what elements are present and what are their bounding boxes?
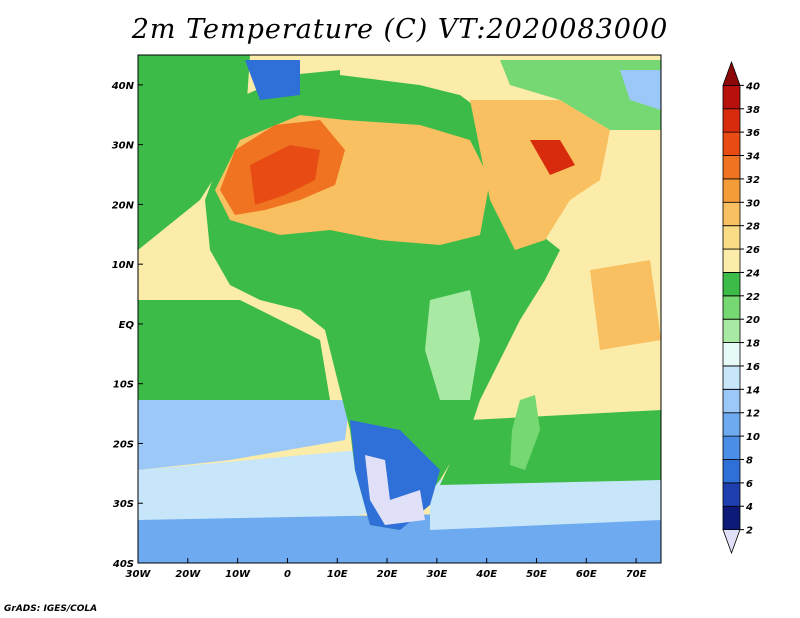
colorbar-tick-label: 8	[746, 455, 753, 466]
lon-tick-label: 30E	[426, 569, 447, 580]
lat-tick-label: 20S	[113, 439, 134, 450]
colorbar-swatch	[722, 342, 741, 367]
atlas-cool-region	[245, 60, 300, 100]
lat-tick-label: 10N	[112, 260, 135, 271]
grads-credit: GrADS: IGES/COLA	[4, 604, 98, 614]
map-frame	[137, 54, 662, 564]
south-atlantic-green-band	[138, 300, 330, 430]
colorbar-swatch	[722, 318, 741, 343]
colorbar-swatch	[722, 365, 741, 390]
lon-tick-label: 40E	[475, 569, 497, 580]
colorbar-swatch	[722, 178, 741, 203]
map-title: 2m Temperature (C) VT:2020083000	[131, 14, 669, 45]
lat-tick-label: 40N	[111, 81, 135, 92]
madagascar-land	[510, 395, 540, 470]
lat-tick-label: 20N	[112, 200, 135, 211]
lon-tick-label: 10W	[225, 569, 251, 580]
latitude-axis: 40N 30N 20N 10N EQ 10S 20S 30S 40S	[111, 81, 143, 570]
map-plot	[138, 55, 661, 563]
colorbar-tick-label: 38	[746, 105, 760, 116]
colorbar-tick-label: 40	[745, 81, 760, 92]
colorbar-swatch	[722, 272, 741, 297]
colorbar-swatch	[722, 225, 741, 250]
lat-tick-label: 30N	[112, 141, 135, 152]
lon-tick-label: 70E	[626, 569, 647, 580]
colorbar-tick-label: 6	[746, 479, 753, 490]
lat-tick-label: EQ	[119, 320, 135, 331]
colorbar-swatch	[722, 131, 741, 156]
colorbar-swatch	[722, 155, 741, 180]
colorbar-swatch	[722, 60, 741, 86]
lon-tick-label: 20E	[377, 569, 398, 580]
colorbar-tick-label: 2	[746, 526, 753, 537]
lon-tick-label: 50E	[526, 569, 547, 580]
lon-tick-label: 30W	[126, 569, 152, 580]
west-sahara-hottest-region	[250, 145, 320, 205]
colorbar-swatch	[722, 505, 741, 531]
atlantic-warm-band	[138, 55, 250, 250]
colorbar-tick-label: 18	[746, 339, 760, 350]
colorbar-tick-label: 36	[746, 128, 760, 139]
colorbar-tick-label: 4	[745, 502, 753, 513]
middle-east-region	[500, 60, 661, 130]
colorbar-tick-label: 16	[746, 362, 760, 373]
colorbar-swatch	[722, 201, 741, 227]
arabia-warm-region	[470, 100, 610, 250]
south-atlantic-cold-band	[138, 450, 380, 530]
persian-gulf-hot-region	[530, 140, 575, 175]
longitude-axis: 30W 20W 10W 0 10E 20E 30E 40E 50E 60E 70E	[126, 558, 647, 580]
colorbar-swatch	[722, 529, 741, 555]
lon-tick-label: 0	[284, 569, 291, 580]
colorbar-tick-label: 20	[746, 315, 760, 326]
colorbar-swatch	[722, 295, 741, 320]
south-indian-cold-band	[430, 470, 661, 530]
colorbar-tick-label: 24	[746, 268, 760, 279]
colorbar-swatch	[722, 84, 741, 110]
colorbar-tick-label: 10	[746, 432, 760, 443]
lon-tick-label: 10E	[327, 569, 348, 580]
colorbar-tick-label: 14	[746, 385, 760, 396]
colorbar-tick-label: 22	[746, 292, 760, 303]
colorbar-swatch	[722, 388, 741, 414]
colorbar-swatch	[722, 248, 741, 273]
colorbar-tick-label: 30	[746, 198, 760, 209]
lat-tick-label: 30S	[113, 499, 134, 510]
colorbar-tick-label: 32	[746, 175, 760, 186]
lon-tick-label: 20W	[175, 569, 201, 580]
east-africa-highlands	[425, 290, 480, 400]
iran-highland-cool-region	[620, 70, 661, 110]
southern-africa-coldest-region	[365, 455, 425, 525]
colorbar-tick-label: 34	[746, 152, 760, 163]
colorbar-swatch	[722, 459, 741, 484]
colorbar-swatch	[722, 412, 741, 437]
south-indian-green-band	[440, 410, 661, 485]
mediterranean-region	[340, 60, 510, 95]
lat-tick-label: 40S	[112, 559, 134, 570]
colorbar-tick-label: 28	[746, 222, 760, 233]
colorbar-swatch	[722, 482, 741, 507]
colorbar-swatch	[722, 108, 741, 133]
arabian-sea-warm-patch	[590, 260, 661, 350]
lon-tick-label: 60E	[576, 569, 597, 580]
colorbar-tick-label: 26	[746, 245, 760, 256]
lat-tick-label: 10S	[113, 380, 134, 391]
colorbar-swatch	[722, 435, 741, 460]
south-atlantic-cool-band	[138, 400, 350, 470]
colorbar-tick-label: 12	[746, 409, 760, 420]
